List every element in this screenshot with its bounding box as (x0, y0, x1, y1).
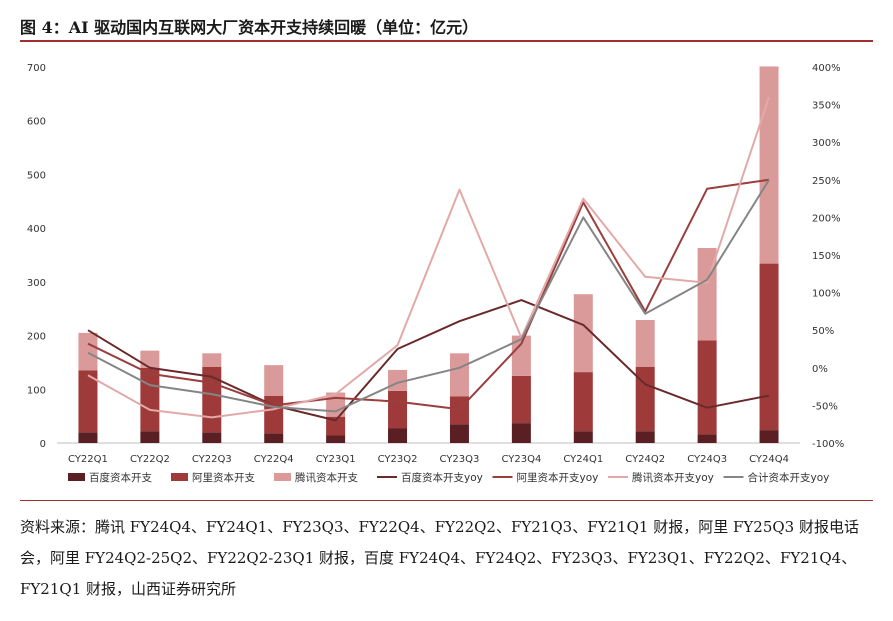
bar-segment (511, 375, 531, 424)
bar-segment (78, 370, 98, 433)
legend: 百度资本开支 阿里资本开支 腾讯资本开支 百度资本开支yoy 阿里资本开支yoy 腾讯资本… (68, 471, 829, 484)
axes: 0 100 200 300 400 500 600 700 -100% -50% 0% 50% 100%… (27, 63, 844, 465)
bar-segment (697, 340, 717, 435)
y2-tick-label: 50% (812, 326, 834, 337)
legend-swatch (171, 473, 188, 481)
legend-swatch (68, 473, 85, 481)
bar-segment (326, 435, 346, 443)
bar-segment (202, 432, 222, 443)
capex-chart: 0 100 200 300 400 500 600 700 -100% -50% 0% 50% 100%… (27, 63, 844, 484)
bar-segment (697, 434, 717, 443)
bar-segment (326, 416, 346, 436)
y-tick-label: 700 (27, 63, 46, 74)
series-line (87, 178, 770, 411)
bar-segment (449, 424, 469, 443)
y-tick-label: 0 (40, 439, 46, 450)
bar-segment (78, 332, 98, 371)
legend-swatch (274, 473, 291, 481)
y2-tick-label: 400% (812, 63, 841, 74)
chart-title: 图 4：AI 驱动国内互联网大厂资本开支持续回暖（单位：亿元） (20, 18, 479, 37)
x-tick-label: CY22Q3 (192, 454, 232, 465)
x-tick-label: CY22Q4 (254, 454, 294, 465)
bar-segment (573, 294, 593, 373)
x-tick-label: CY23Q1 (316, 454, 356, 465)
source-divider (20, 500, 873, 501)
title-divider (20, 40, 873, 42)
bar-segment (202, 353, 222, 367)
y2-tick-label: 0% (812, 364, 828, 375)
bar-segment (573, 431, 593, 443)
bar-segment (388, 390, 408, 429)
y2-tick-label: -50% (812, 401, 838, 412)
legend-label: 腾讯资本开支 (295, 471, 358, 484)
bar-segment (388, 428, 408, 443)
x-tick-label: CY22Q2 (130, 454, 170, 465)
source-note: 资料来源：腾讯 FY24Q4、FY24Q1、FY23Q3、FY22Q4、FY22… (20, 518, 859, 598)
y-tick-label: 500 (27, 170, 46, 181)
x-tick-label: CY24Q2 (625, 454, 665, 465)
bar-segment (264, 433, 284, 443)
y-tick-label: 400 (27, 224, 46, 235)
series-line (87, 299, 770, 422)
bar-segment (759, 430, 779, 443)
x-tick-label: CY24Q1 (563, 454, 603, 465)
y-tick-label: 200 (27, 332, 46, 343)
lines-layer (87, 96, 770, 422)
bar-segment (78, 432, 98, 443)
legend-label: 百度资本开支yoy (401, 471, 483, 484)
bar-segment (264, 365, 284, 396)
series-line (87, 179, 770, 413)
x-tick-label: CY23Q4 (501, 454, 541, 465)
legend-label: 腾讯资本开支yoy (632, 471, 714, 484)
y-tick-label: 100 (27, 385, 46, 396)
legend-label: 阿里资本开支yoy (517, 471, 599, 484)
bar-segment (140, 350, 160, 368)
bar-segment (449, 396, 469, 425)
bar-segment (140, 367, 160, 432)
y2-tick-label: 100% (812, 289, 841, 300)
bar-segment (511, 423, 531, 443)
x-tick-label: CY24Q3 (687, 454, 727, 465)
legend-label: 百度资本开支 (89, 471, 152, 484)
y2-tick-label: 300% (812, 138, 841, 149)
bar-segment (759, 66, 779, 264)
legend-label: 合计资本开支yoy (748, 471, 830, 484)
bar-segment (759, 263, 779, 431)
bar-segment (573, 372, 593, 432)
bar-segment (635, 366, 655, 432)
x-tick-label: CY23Q3 (440, 454, 480, 465)
legend-label: 阿里资本开支 (192, 471, 255, 484)
bar-segment (511, 335, 531, 376)
y-tick-label: 300 (27, 278, 46, 289)
x-tick-label: CY23Q2 (378, 454, 418, 465)
x-tick-label: CY22Q1 (68, 454, 108, 465)
y2-tick-label: 350% (812, 101, 841, 112)
bars-layer (78, 66, 779, 443)
x-tick-label: CY24Q4 (749, 454, 789, 465)
series-line (87, 96, 770, 419)
bar-segment (140, 431, 160, 443)
bar-segment (449, 353, 469, 397)
y2-tick-label: 250% (812, 176, 841, 187)
y-tick-label: 600 (27, 117, 46, 128)
y2-tick-label: 150% (812, 251, 841, 262)
bar-segment (635, 319, 655, 367)
y2-tick-label: 200% (812, 213, 841, 224)
y2-tick-label: -100% (812, 439, 844, 450)
bar-segment (635, 431, 655, 443)
